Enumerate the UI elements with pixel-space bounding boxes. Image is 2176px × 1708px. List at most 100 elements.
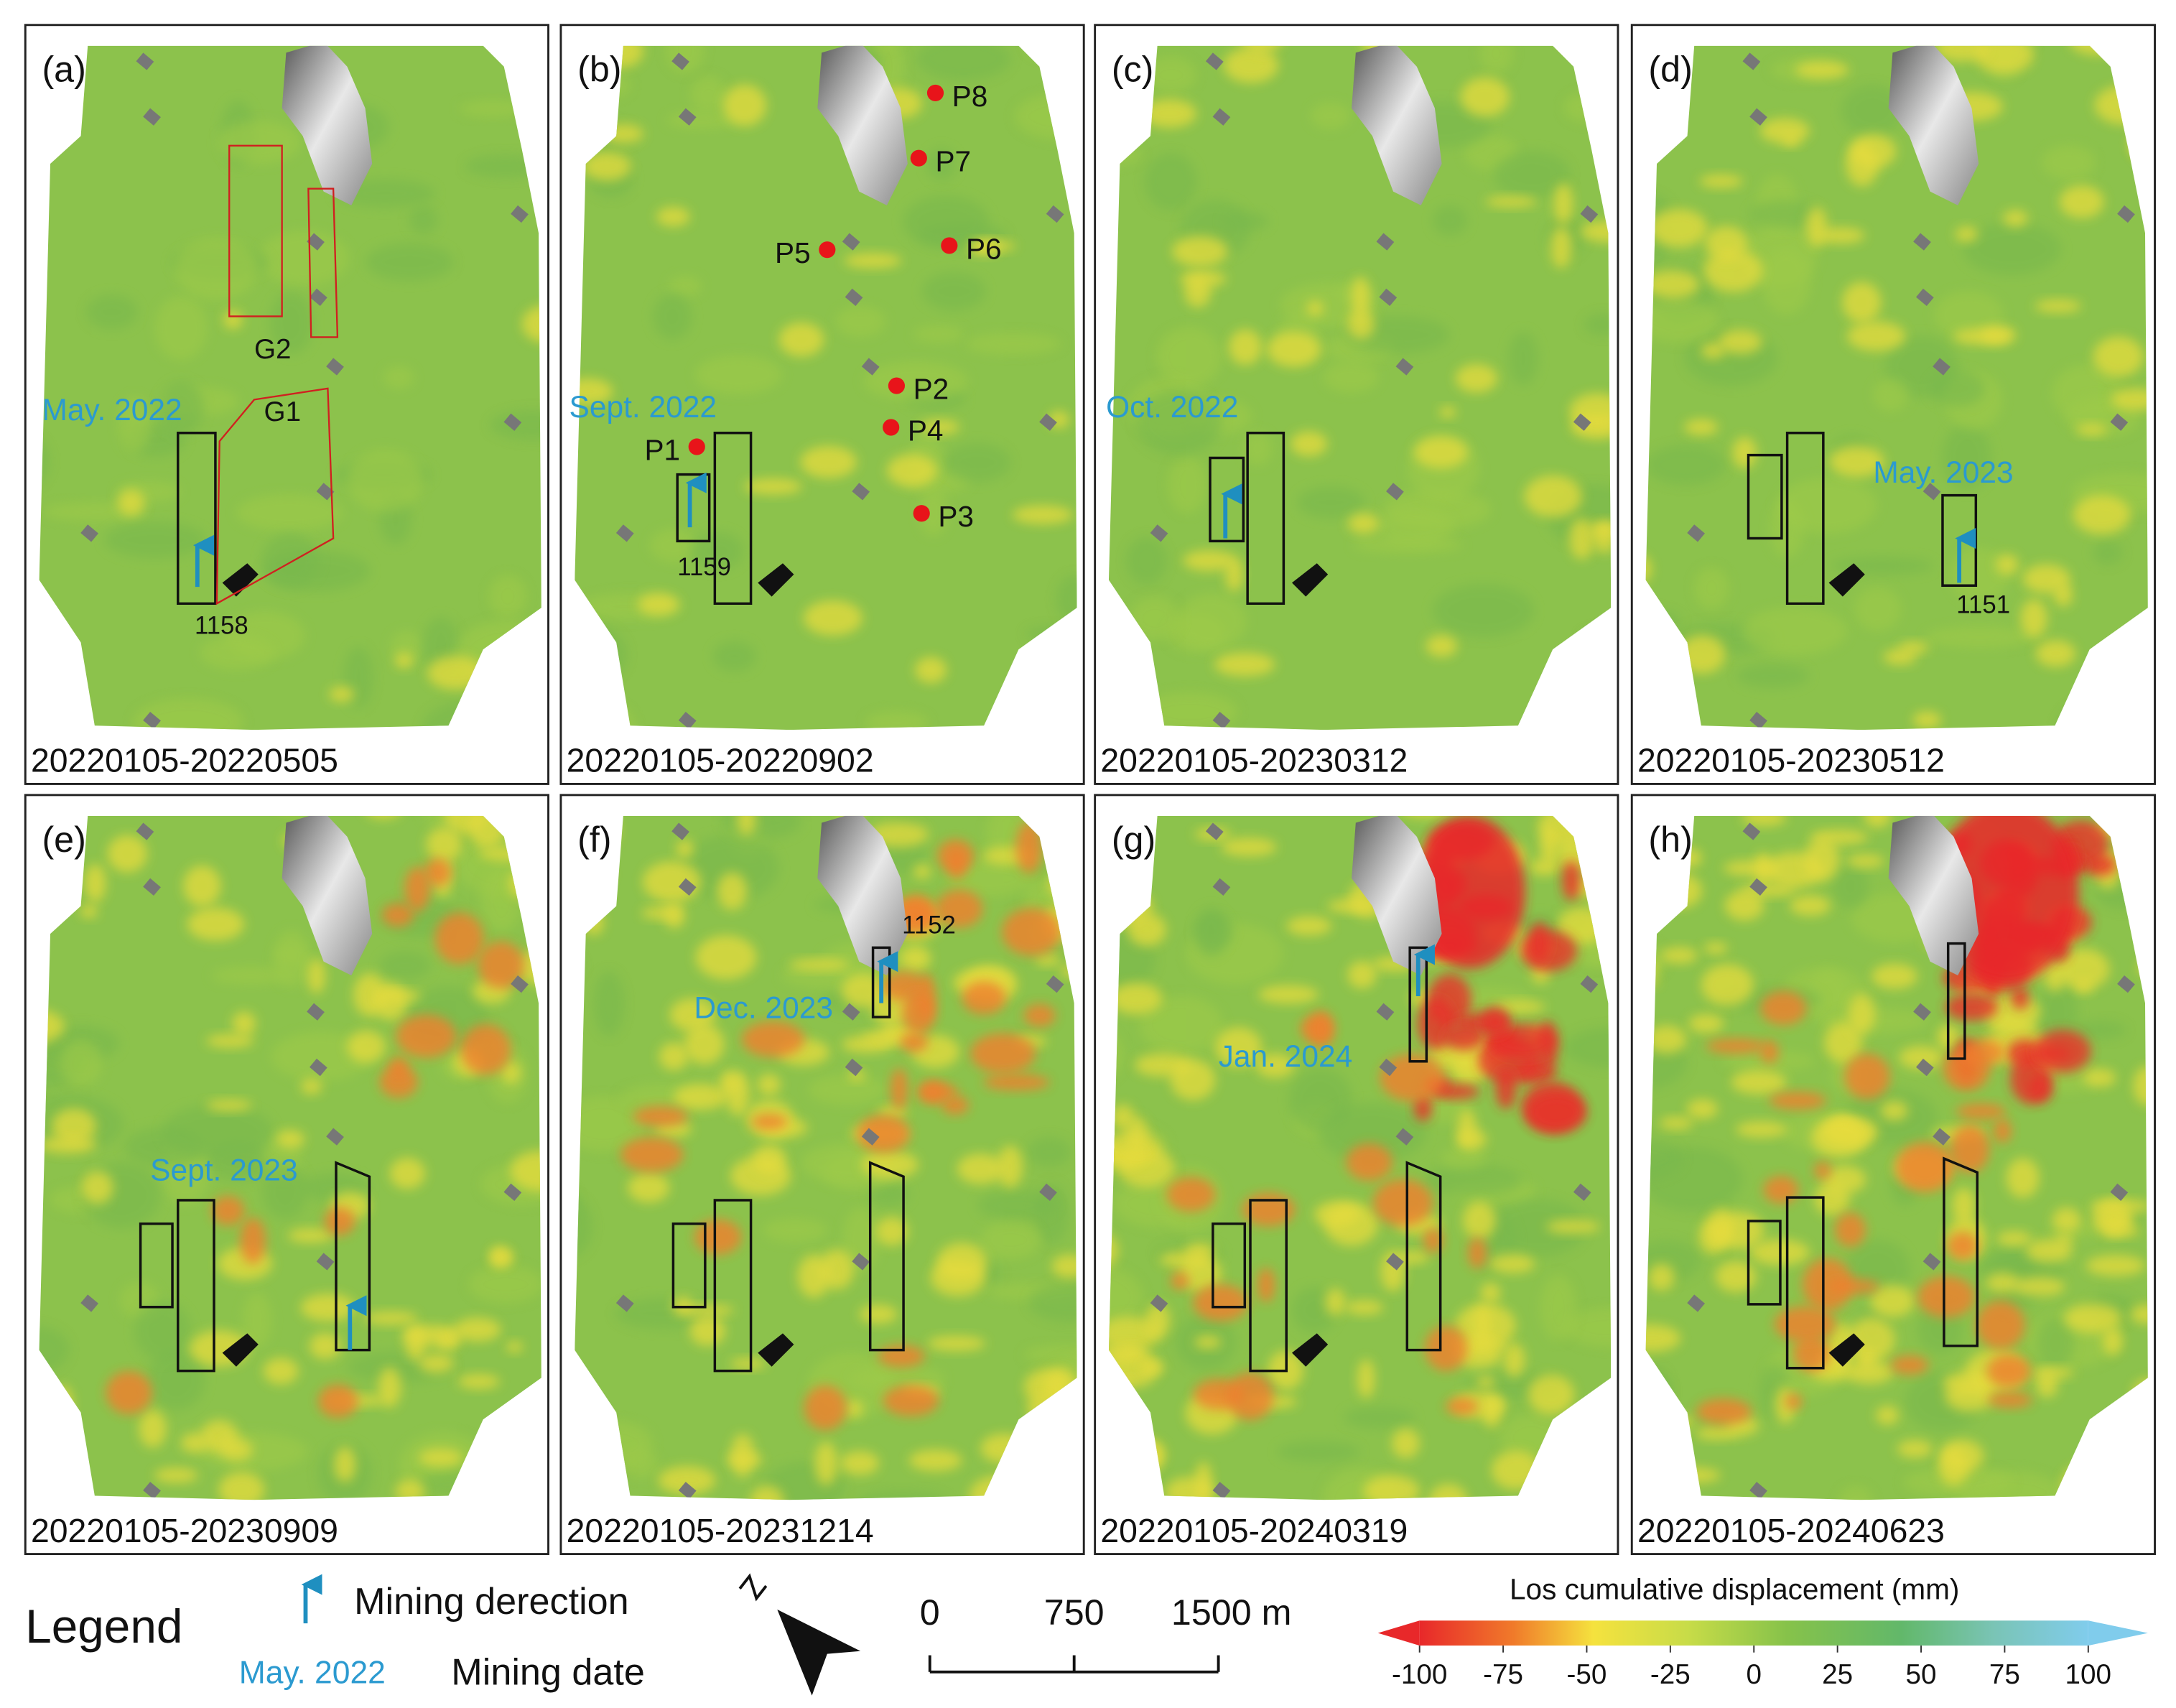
texture <box>1352 536 1464 554</box>
zone-label: G2 <box>254 334 292 365</box>
texture <box>134 1301 191 1361</box>
gray-patch <box>842 1003 860 1021</box>
gray-patch <box>1749 711 1767 730</box>
displacement-blob <box>2059 185 2104 218</box>
texture <box>1222 211 1269 231</box>
displacement-blob <box>886 454 937 488</box>
texture <box>133 698 244 730</box>
displacement-blob <box>1996 1230 2032 1247</box>
displacement-blob <box>1899 641 1929 654</box>
displacement-blob <box>329 686 355 702</box>
zone-outline <box>228 144 283 317</box>
displacement-blob <box>1834 1212 1866 1247</box>
point-label: P7 <box>936 145 972 178</box>
gray-patch <box>1913 233 1931 251</box>
displacement-blob <box>997 1145 1023 1188</box>
texture <box>1145 57 1197 93</box>
displacement-blob <box>1125 1116 1148 1154</box>
displacement-blob <box>1649 208 1708 248</box>
mine-area <box>817 45 908 205</box>
colorbar-label: -75 <box>1483 1659 1523 1690</box>
mining-date: Dec. 2023 <box>694 992 833 1026</box>
texture <box>1344 1406 1415 1429</box>
displacement-blob <box>1023 1003 1056 1027</box>
displacement-blob <box>725 1072 750 1116</box>
displacement-blob <box>1286 916 1332 936</box>
panel-label: (d) <box>1648 50 1692 90</box>
displacement-blob <box>376 990 422 1002</box>
gray-patch <box>1395 1128 1414 1146</box>
displacement-blob <box>1171 236 1228 267</box>
texture <box>1508 332 1538 386</box>
panel: (g) 20220105-20240319 Jan. 2024 <box>1094 794 1619 1556</box>
displacement-blob <box>1953 328 2010 345</box>
displacement-blob <box>107 835 148 873</box>
gray-patch <box>845 1058 863 1077</box>
texture <box>1130 596 1181 640</box>
displacement-blob <box>2073 495 2131 534</box>
texture <box>977 1189 1057 1221</box>
texture <box>1584 313 1612 336</box>
gray-patch <box>1205 822 1224 840</box>
gray-patch <box>136 52 154 70</box>
displacement-blob <box>490 1248 514 1266</box>
displacement-blob <box>1705 226 1748 261</box>
working-face <box>1943 1156 1979 1347</box>
zone-label: G1 <box>264 396 302 427</box>
texture <box>1441 1147 1487 1170</box>
monitor-point <box>910 149 927 167</box>
texture <box>1963 222 2062 276</box>
texture <box>2071 1021 2127 1040</box>
displacement-blob <box>334 1446 356 1482</box>
monitor-point <box>888 377 906 394</box>
texture <box>1319 1103 1426 1163</box>
displacement-blob <box>1223 47 1279 83</box>
displacement-blob <box>962 981 1006 1015</box>
texture <box>762 1218 828 1243</box>
displacement-blob <box>1817 227 1865 244</box>
displacement-blob <box>717 872 748 910</box>
texture <box>694 355 783 394</box>
texture <box>1934 291 2004 339</box>
displacement-blob <box>2102 1327 2123 1355</box>
displacement-blob <box>1850 134 1897 169</box>
panel-label: (c) <box>1112 50 1154 90</box>
point-label: P6 <box>966 232 1002 265</box>
gray-patch <box>678 878 697 896</box>
gray-patch <box>1742 52 1761 70</box>
displacement-blob <box>1846 321 1906 351</box>
gray-patch <box>1573 1183 1591 1202</box>
displacement-blob <box>1993 1118 2012 1143</box>
working-face <box>1785 431 1825 605</box>
displacement-blob <box>52 1108 96 1144</box>
displacement-blob <box>1012 505 1074 524</box>
displacement-blob <box>1715 1261 1757 1293</box>
gray-patch <box>1933 1128 1951 1146</box>
gray-patch <box>1915 288 1934 307</box>
displacement-blob <box>1988 1392 2032 1408</box>
texture <box>1736 663 1809 688</box>
map-base <box>39 45 541 730</box>
gray-patch <box>503 1183 522 1202</box>
displacement-blob <box>1229 329 1262 366</box>
working-face <box>1405 1161 1442 1352</box>
point-label: P4 <box>908 414 944 447</box>
displacement-blob <box>187 907 245 941</box>
displacement-blob <box>363 1311 419 1325</box>
texture <box>869 1182 909 1207</box>
texture <box>1167 456 1207 514</box>
texture <box>712 641 756 672</box>
displacement-blob <box>223 310 243 330</box>
displacement-blob <box>1380 1054 1445 1102</box>
texture <box>1108 1265 1143 1330</box>
displacement-blob <box>1827 1278 1879 1294</box>
black-patch <box>1828 1333 1865 1367</box>
displacement-blob <box>80 904 98 919</box>
gray-patch <box>1212 1482 1231 1500</box>
texture <box>379 951 431 980</box>
colorbar-label: 0 <box>1747 1659 1762 1690</box>
displacement-blob <box>84 863 106 903</box>
monitor-point <box>688 438 705 455</box>
displacement-blob <box>970 1033 1036 1074</box>
